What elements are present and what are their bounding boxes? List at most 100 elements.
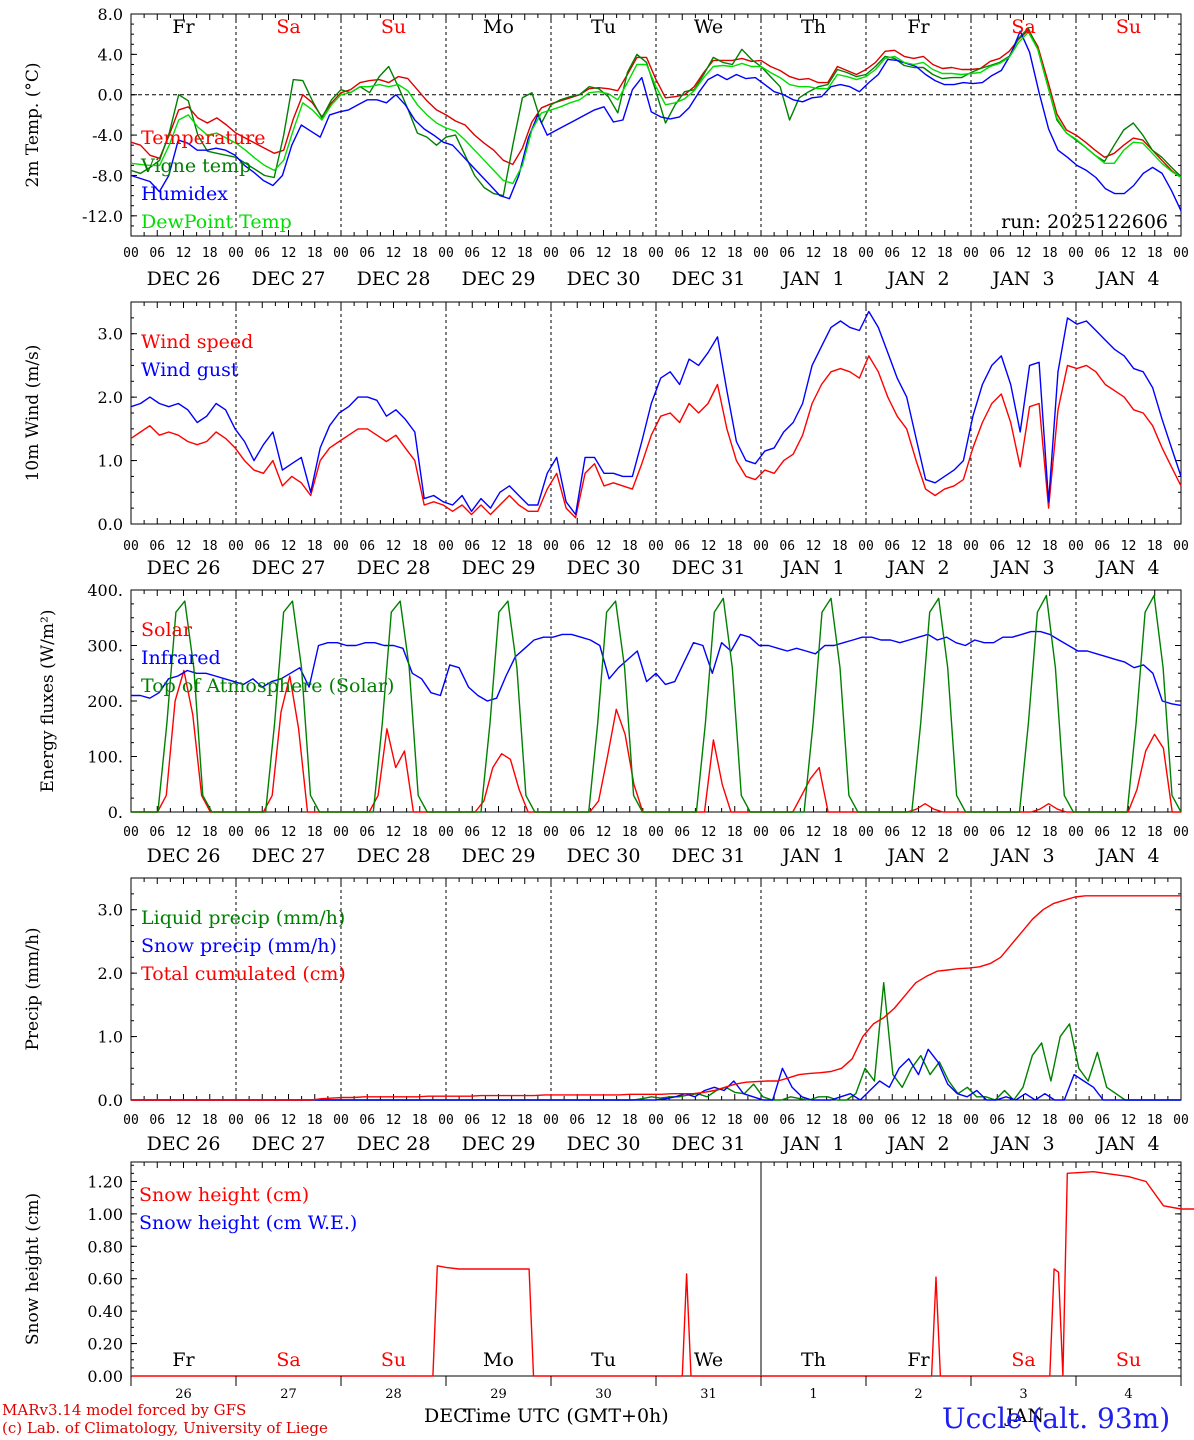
x-hour-label: 00 (123, 1113, 139, 1128)
legend-entry: Wind speed (141, 331, 253, 353)
x-date-label: DEC 31 (672, 557, 746, 579)
x-hour-label: 00 (1173, 825, 1189, 840)
y-tick-label: 2.0 (98, 964, 123, 983)
day-number-label: 1 (809, 1387, 817, 1402)
weekday-label-bottom: Fr (907, 1349, 930, 1371)
legend-entry: Wind gust (141, 359, 239, 381)
station-label: Uccle (alt. 93m) (942, 1402, 1171, 1435)
x-hour-label: 12 (281, 539, 297, 554)
x-hour-label: 18 (202, 539, 218, 554)
legend-entry: Humidex (141, 183, 228, 205)
x-hour-label: 00 (963, 825, 979, 840)
x-hour-label: 18 (1042, 539, 1058, 554)
x-date-label: JAN 2 (885, 268, 949, 290)
weekday-label-bottom: Th (801, 1349, 826, 1371)
x-hour-label: 12 (281, 1113, 297, 1128)
x-hour-label: 00 (963, 539, 979, 554)
x-date-label: DEC 29 (462, 268, 536, 290)
x-hour-label: 18 (517, 246, 533, 261)
run-label: run: 2025122606 (1001, 211, 1168, 233)
x-hour-label: 06 (779, 1113, 795, 1128)
x-date-label: DEC 31 (672, 1133, 746, 1155)
x-date-label: JAN 2 (885, 1133, 949, 1155)
x-hour-label: 18 (727, 825, 743, 840)
y-tick-label: 300. (87, 637, 123, 656)
y-tick-label: 0.80 (87, 1237, 123, 1256)
x-hour-label: 00 (333, 1113, 349, 1128)
series-line-vigne-temp (130, 27, 1182, 197)
x-hour-label: 18 (202, 246, 218, 261)
weekday-label-bottom: Sa (276, 1349, 300, 1371)
x-hour-label: 00 (543, 246, 559, 261)
legend-entry: Liquid precip (mm/h) (141, 907, 345, 929)
x-hour-label: 18 (937, 539, 953, 554)
x-hour-label: 00 (648, 246, 664, 261)
x-hour-label: 00 (963, 246, 979, 261)
x-hour-label: 18 (202, 1113, 218, 1128)
x-hour-label: 12 (596, 1113, 612, 1128)
weekday-label-bottom: Mo (483, 1349, 514, 1371)
y-tick-label: 0. (108, 803, 123, 822)
x-hour-label: 18 (727, 539, 743, 554)
x-hour-label: 18 (727, 246, 743, 261)
weekday-label-top: Sa (276, 16, 300, 38)
y-tick-label: 0.0 (98, 515, 123, 534)
x-date-label: DEC 31 (672, 845, 746, 867)
x-hour-label: 18 (1042, 1113, 1058, 1128)
x-date-label: DEC 30 (567, 1133, 641, 1155)
day-number-label: 31 (700, 1387, 717, 1402)
x-hour-label: 18 (832, 246, 848, 261)
y-axis-label: Precip (mm/h) (23, 927, 43, 1050)
x-hour-label: 12 (701, 825, 717, 840)
x-hour-label: 00 (228, 246, 244, 261)
legend-entry: Vigne temp (140, 155, 251, 177)
y-tick-label: 0.20 (87, 1335, 123, 1354)
x-date-label: DEC 31 (672, 268, 746, 290)
weekday-label-bottom: Su (381, 1349, 406, 1371)
x-hour-label: 12 (911, 825, 927, 840)
x-hour-label: 06 (569, 539, 585, 554)
day-number-label: 28 (385, 1387, 402, 1402)
x-date-label: JAN 1 (780, 557, 844, 579)
x-hour-label: 12 (1016, 539, 1032, 554)
x-date-label: JAN 2 (885, 845, 949, 867)
x-hour-label: 18 (412, 1113, 428, 1128)
x-hour-label: 00 (123, 246, 139, 261)
x-hour-label: 12 (1121, 825, 1137, 840)
y-axis-label: Snow height (cm) (23, 1193, 43, 1345)
day-number-label: 29 (490, 1387, 507, 1402)
x-hour-label: 00 (438, 825, 454, 840)
x-date-label: JAN 3 (990, 268, 1054, 290)
x-date-label: DEC 27 (252, 845, 326, 867)
x-hour-label: 06 (254, 1113, 270, 1128)
x-hour-label: 06 (464, 246, 480, 261)
x-date-label: DEC 30 (567, 845, 641, 867)
x-hour-label: 06 (989, 825, 1005, 840)
y-tick-label: 0.40 (87, 1302, 123, 1321)
x-hour-label: 12 (596, 539, 612, 554)
weekday-label-top: Su (381, 16, 406, 38)
x-hour-label: 12 (281, 825, 297, 840)
x-hour-label: 00 (1068, 246, 1084, 261)
x-hour-label: 18 (622, 539, 638, 554)
x-hour-label: 06 (149, 539, 165, 554)
legend-entry: DewPoint Temp (141, 211, 292, 233)
x-hour-label: 00 (438, 1113, 454, 1128)
x-date-label: DEC 27 (252, 1133, 326, 1155)
panel-2 (130, 301, 1182, 525)
y-tick-label: 4.0 (98, 45, 123, 64)
y-tick-label: 0.0 (98, 1091, 123, 1110)
x-date-label: DEC 29 (462, 557, 536, 579)
x-hour-label: 00 (648, 539, 664, 554)
day-number-label: 27 (280, 1387, 297, 1402)
x-hour-label: 18 (307, 246, 323, 261)
x-hour-label: 06 (464, 539, 480, 554)
y-tick-label: 0.0 (98, 86, 123, 105)
x-hour-label: 12 (806, 825, 822, 840)
legend-entry: Total cumulated (cm) (141, 963, 346, 985)
weekday-label-top: Fr (172, 16, 195, 38)
y-tick-label: -12.0 (82, 207, 123, 226)
weekday-label-top: Mo (483, 16, 514, 38)
x-hour-label: 06 (884, 246, 900, 261)
x-hour-label: 12 (701, 539, 717, 554)
